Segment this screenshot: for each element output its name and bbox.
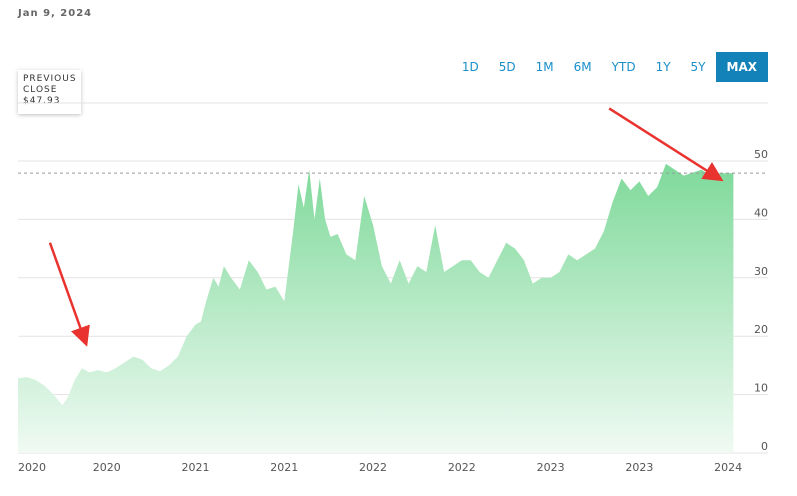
x-tick-label: 2022 [448, 461, 476, 474]
range-button-1m[interactable]: 1M [535, 60, 554, 74]
range-button-6m[interactable]: 6M [573, 60, 592, 74]
x-tick-label: 2020 [93, 461, 121, 474]
chart-date: Jan 9, 2024 [18, 8, 93, 19]
y-tick-label: 0 [761, 440, 768, 453]
x-tick-label: 2021 [270, 461, 298, 474]
x-tick-label: 2023 [537, 461, 565, 474]
price-area [18, 163, 734, 453]
range-button-5y[interactable]: 5Y [690, 60, 706, 74]
y-tick-label: 10 [754, 382, 768, 395]
previous-close-value: $47.93 [23, 96, 61, 106]
x-tick-label: 2021 [182, 461, 210, 474]
annotation-arrow-1 [48, 242, 90, 347]
previous-close-label-line2: CLOSE [23, 85, 58, 95]
y-tick-label: 20 [754, 323, 768, 336]
x-tick-label: 2024 [714, 461, 742, 474]
range-button-1y[interactable]: 1Y [655, 60, 671, 74]
previous-close-label-line1: PREVIOUS [23, 74, 77, 84]
x-tick-label: 2022 [359, 461, 387, 474]
range-button-ytd[interactable]: YTD [611, 60, 636, 74]
range-button-1d[interactable]: 1D [461, 60, 479, 74]
range-selector: 1D 5D 1M 6M YTD 1Y 5Y MAX [452, 52, 768, 82]
annotation-arrow-2 [608, 107, 724, 182]
x-tick-label: 2020 [18, 461, 46, 474]
y-tick-label: 40 [754, 206, 768, 219]
y-tick-label: 30 [754, 265, 768, 278]
range-button-max[interactable]: MAX [715, 52, 768, 82]
range-button-5d[interactable]: 5D [498, 60, 516, 74]
y-tick-label: 50 [754, 148, 768, 161]
x-tick-label: 2023 [625, 461, 653, 474]
previous-close-tooltip: PREVIOUS CLOSE $47.93 [18, 70, 81, 114]
